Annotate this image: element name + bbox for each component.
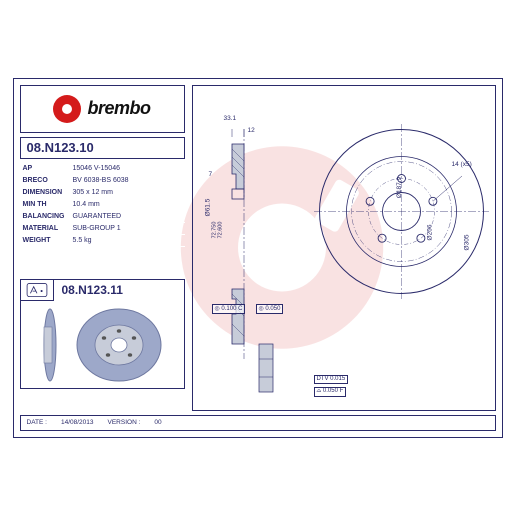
spec-value: 305 x 12 mm — [70, 187, 116, 198]
spec-row: BALANCINGGUARANTEED — [20, 211, 185, 223]
spec-value: 5.5 kg — [70, 235, 95, 246]
dim-offset: 7 — [209, 171, 213, 178]
spec-table: AP15046 V-15046BRECOBV 6038-BS 6038DIMEN… — [20, 163, 185, 247]
dim-od: Ø305 — [463, 234, 470, 250]
footer-bar: DATE : 14/08/2013 VERSION : 00 — [20, 415, 496, 431]
dim-thk: 12 — [248, 127, 255, 134]
dim-pcd: Ø187.9 — [396, 176, 403, 197]
dim-width: 33.1 — [224, 115, 237, 122]
spec-row: AP15046 V-15046 — [20, 163, 185, 175]
footer-date: 14/08/2013 — [61, 419, 94, 426]
svg-text:•: • — [40, 286, 43, 295]
uv-icon: • — [20, 279, 54, 301]
spec-value: 15046 V-15046 — [70, 163, 124, 174]
spec-value: SUB-GROUP 1 — [70, 223, 124, 234]
front-view — [314, 124, 489, 299]
bottom-detail — [244, 339, 294, 399]
gdt-c1: ◎ 0.100 C — [212, 304, 246, 314]
spec-row: BRECOBV 6038-BS 6038 — [20, 175, 185, 187]
footer-version-label: VERSION : — [108, 419, 141, 426]
spec-label: AP — [20, 163, 70, 174]
footer-date-label: DATE : — [27, 419, 47, 426]
spec-label: DIMENSION — [20, 187, 70, 198]
spec-label: MIN TH — [20, 199, 70, 210]
part-number: 08.N123.10 — [20, 137, 185, 159]
gdt-c2: ◎ 0.050 — [256, 304, 284, 314]
uv-part-number: 08.N123.11 — [56, 279, 185, 301]
brand-name: brembo — [87, 98, 150, 119]
dim-bore2: 72.750 72.600 — [211, 221, 223, 238]
dim-hub: Ø206 — [426, 224, 433, 240]
brand-logo-box: brembo — [20, 85, 185, 133]
dim-bore1: Ø61.5 — [204, 198, 211, 216]
spec-label: WEIGHT — [20, 235, 70, 246]
footer-version: 00 — [154, 419, 161, 426]
drawing-sheet: brembo 08.N123.10 AP15046 V-15046BRECOBV… — [13, 78, 503, 438]
dim-bolt: 14 (x5) — [452, 161, 472, 168]
spec-label: BRECO — [20, 175, 70, 186]
spec-row: WEIGHT5.5 kg — [20, 235, 185, 247]
spec-row: DIMENSION305 x 12 mm — [20, 187, 185, 199]
gdt-dtv: DTV 0.015 — [314, 375, 349, 384]
spec-row: MIN TH10.4 mm — [20, 199, 185, 211]
spec-label: MATERIAL — [20, 223, 70, 234]
gdt-flat: ⌓ 0.050 F — [314, 387, 347, 397]
brembo-logo-icon — [53, 95, 81, 123]
spec-row: MATERIALSUB-GROUP 1 — [20, 223, 185, 235]
spec-value: GUARANTEED — [70, 211, 125, 222]
spec-value: BV 6038-BS 6038 — [70, 175, 132, 186]
uv-disc-thumbnail — [24, 305, 179, 385]
cross-section-view — [214, 129, 274, 359]
spec-value: 10.4 mm — [70, 199, 103, 210]
spec-label: BALANCING — [20, 211, 70, 222]
